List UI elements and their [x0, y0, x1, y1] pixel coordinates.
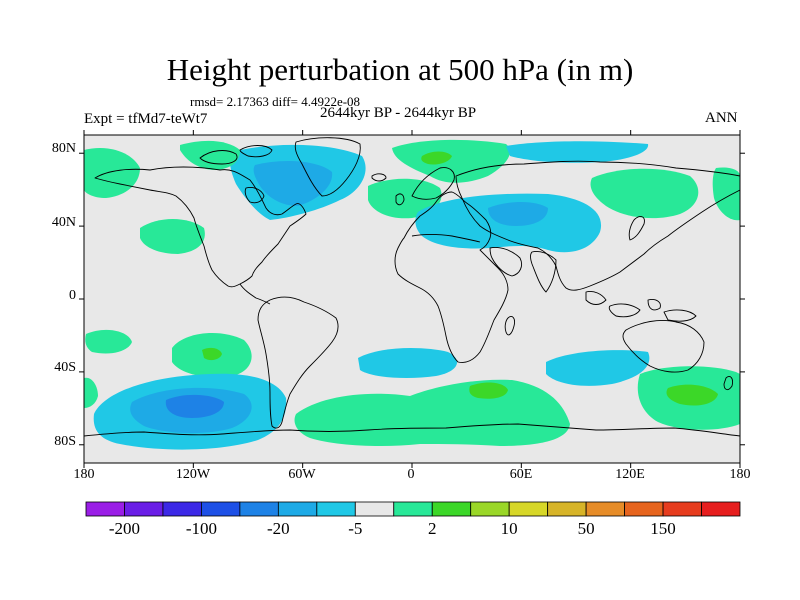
coastlines	[84, 137, 740, 437]
anomaly-northeast-pacific	[712, 167, 740, 221]
colorbar-swatch-9	[431, 501, 472, 517]
anomaly-arctic-siberia	[506, 141, 649, 163]
coast-hudson-bay	[244, 187, 265, 204]
colorbar-label-5: 10	[500, 519, 518, 538]
lat-label-80n: 80N	[51, 141, 76, 156]
lon-label-120e: 120E	[615, 467, 645, 482]
coast-india	[530, 251, 557, 293]
coast-south-america	[257, 296, 339, 429]
coast-greenland	[294, 137, 361, 197]
colorbar-label-4: 2	[427, 519, 437, 538]
colorbar-swatch-8	[393, 501, 433, 517]
anomaly-south-indian	[546, 350, 650, 386]
anomaly-north-atlantic	[368, 178, 442, 219]
colorbar-swatch-15	[662, 501, 702, 517]
colorbar-swatch-2	[162, 501, 202, 517]
colorbar	[85, 501, 741, 517]
colorbar-swatch-4	[239, 501, 279, 517]
colorbar-label-6: 50	[577, 519, 595, 538]
colorbar-label-0: -200	[108, 519, 141, 538]
anomaly-south-australia-core	[666, 384, 718, 406]
coast-antarctica	[84, 423, 740, 437]
colorbar-swatch-0	[85, 501, 125, 517]
axis-ticks	[79, 130, 745, 468]
colorbar-swatch-13	[585, 501, 625, 517]
lon-label-60w: 60W	[288, 467, 316, 482]
coast-north-america	[94, 166, 307, 288]
colorbar-swatch-3	[201, 501, 241, 517]
anomaly-southern-ocean-pacific-core	[165, 394, 224, 418]
anomaly-arctic-canada	[180, 140, 240, 170]
lon-label-180e: 180	[729, 467, 751, 482]
colorbar-swatch-14	[624, 501, 664, 517]
colorbar-label-1: -100	[185, 519, 217, 538]
anomaly-eurasia-core	[488, 202, 548, 226]
colorbar-swatch-12	[547, 501, 587, 517]
period-label: 2644kyr BP - 2644kyr BP	[320, 105, 477, 121]
colorbar-swatch-5	[277, 501, 318, 517]
coast-new-zealand	[723, 375, 733, 391]
colorbar-swatch-7	[354, 501, 395, 517]
lat-label-40s: 40S	[54, 360, 76, 375]
lon-label-120w: 120W	[175, 467, 211, 482]
lon-label-60e: 60E	[509, 467, 533, 482]
anomaly-north-america-core	[253, 160, 333, 206]
coast-southeast-asia	[585, 291, 697, 322]
coast-arabia	[489, 247, 523, 277]
coast-australia	[622, 319, 705, 373]
plot-title: Height perturbation at 500 hPa (in m)	[166, 52, 634, 87]
lat-label-40n: 40N	[51, 215, 76, 230]
colorbar-label-2: -20	[267, 519, 290, 538]
coast-scandinavia	[411, 167, 455, 200]
stats-text: rmsd= 2.17363 diff= 4.4922e-08	[190, 94, 361, 109]
lat-label-80s: 80S	[54, 434, 76, 449]
colorbar-swatch-1	[124, 501, 164, 517]
colorbar-label-3: -5	[348, 519, 363, 538]
colorbar-swatch-16	[701, 501, 741, 517]
coast-iceland	[371, 173, 387, 182]
lat-label-0: 0	[69, 288, 76, 303]
anomaly-north-pacific	[140, 219, 205, 254]
lon-label-0: 0	[407, 467, 415, 482]
anomaly-southern-ocean-indian-core	[469, 382, 508, 399]
anomaly-greenland	[392, 139, 510, 183]
anomaly-southwest-pacific-b	[84, 377, 98, 408]
coast-madagascar	[504, 315, 515, 336]
colorbar-swatch-11	[508, 501, 549, 517]
anomaly-southwest-pacific-a	[85, 329, 132, 354]
anomaly-northeast-asia	[590, 168, 699, 219]
colorbar-swatch-6	[316, 501, 356, 517]
coast-japan	[628, 216, 645, 241]
coast-asia	[455, 160, 740, 291]
colorbar-swatch-10	[470, 501, 510, 517]
coast-europe-africa	[394, 191, 509, 363]
anomaly-south-pacific-core	[202, 347, 222, 361]
coast-uk	[395, 193, 405, 206]
season-label: ANN	[705, 110, 738, 126]
coast-arctic-canada	[199, 145, 273, 165]
coast-mediterranean	[411, 234, 481, 243]
experiment-label: Expt = tfMd7-teWt7	[84, 111, 208, 127]
anomaly-greenland-core	[421, 151, 452, 165]
colorbar-label-7: 150	[650, 519, 676, 538]
anomaly-south-atlantic	[358, 348, 458, 378]
lon-label-180w: 180	[73, 467, 95, 482]
